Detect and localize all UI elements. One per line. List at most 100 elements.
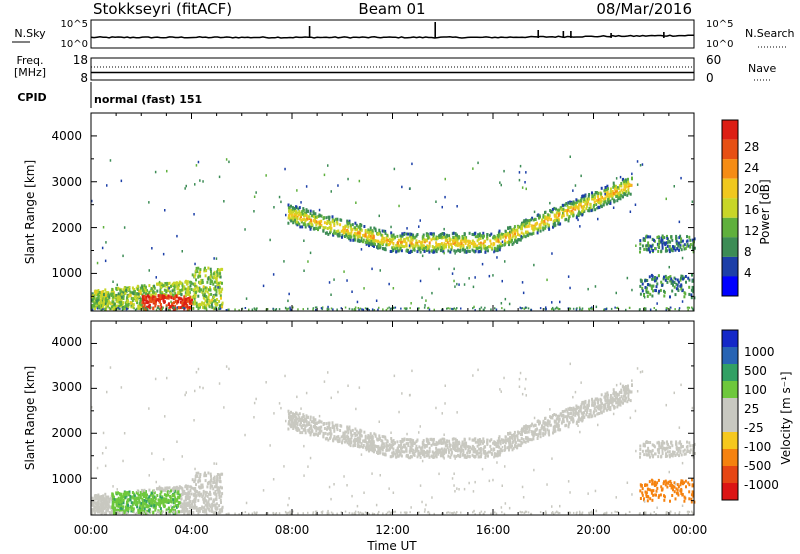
velocity-cell xyxy=(218,476,221,480)
velocity-cell xyxy=(189,485,192,489)
velocity-cell xyxy=(191,478,194,482)
power-cell xyxy=(96,299,98,303)
power-cell xyxy=(585,200,588,204)
power-cell xyxy=(629,192,632,196)
power-cell xyxy=(692,288,695,292)
power-cell xyxy=(449,238,452,242)
velocity-cell xyxy=(471,444,474,448)
power-cell xyxy=(476,239,479,243)
power-cell xyxy=(484,250,487,254)
power-cell xyxy=(108,306,110,309)
power-cell xyxy=(181,250,183,253)
power-cell xyxy=(212,272,215,276)
power-cell xyxy=(679,244,682,248)
power-cell xyxy=(556,219,559,223)
power-cell xyxy=(200,303,203,307)
velocity-cell xyxy=(566,410,569,414)
power-cell xyxy=(414,244,417,248)
power-cell xyxy=(318,223,321,227)
power-cell xyxy=(594,285,597,288)
velocity-cell xyxy=(299,423,302,427)
power-cell xyxy=(690,293,693,297)
power-cell xyxy=(101,292,103,296)
power-cell xyxy=(575,198,578,202)
power-cell xyxy=(408,244,411,247)
velocity-cell xyxy=(570,415,573,419)
velocity-cell xyxy=(609,394,612,397)
power-cell xyxy=(544,222,546,226)
power-cell xyxy=(493,246,496,250)
power-cell xyxy=(165,293,168,297)
velocity-cell xyxy=(360,434,363,438)
power-cell xyxy=(365,242,368,246)
power-cell xyxy=(509,230,511,234)
power-cell xyxy=(347,222,350,226)
power-cell xyxy=(405,241,408,245)
velocity-cell xyxy=(132,496,135,500)
power-cell xyxy=(152,289,155,293)
velocity-cell xyxy=(127,507,130,511)
power-cell xyxy=(662,277,665,281)
power-cell xyxy=(631,176,633,180)
power-cell xyxy=(499,242,502,246)
power-cell xyxy=(119,294,122,298)
power-cell xyxy=(297,207,300,211)
power-cell xyxy=(144,285,147,289)
power-cell xyxy=(384,247,387,251)
velocity-cell xyxy=(167,498,170,502)
velocity-cell xyxy=(360,442,363,446)
power-cell xyxy=(526,221,529,225)
velocity-cell xyxy=(120,505,123,509)
velocity-cell xyxy=(392,450,395,454)
power-cell xyxy=(585,204,588,208)
power-cell xyxy=(425,299,427,302)
power-cell xyxy=(676,283,679,287)
power-cell xyxy=(333,222,336,226)
power-cell xyxy=(451,307,453,310)
power-cell xyxy=(600,205,603,209)
power-cell xyxy=(202,180,204,183)
power-cell xyxy=(326,309,329,311)
power-cell xyxy=(142,298,144,302)
power-cell xyxy=(421,254,424,258)
power-cell xyxy=(534,218,537,221)
power-cell xyxy=(139,289,142,293)
velocity-cell xyxy=(205,499,208,503)
power-cell xyxy=(114,295,117,299)
power-cell xyxy=(553,308,555,311)
power-cell xyxy=(677,244,680,248)
power-cell xyxy=(560,208,563,212)
velocity-cell xyxy=(152,497,155,501)
power-cell xyxy=(472,285,475,289)
power-cell xyxy=(95,304,98,308)
power-cell xyxy=(207,296,210,299)
power-cell xyxy=(524,306,527,309)
power-cell xyxy=(435,243,438,247)
power-cell xyxy=(551,306,554,309)
power-cell xyxy=(689,238,692,242)
power-cell xyxy=(209,286,211,290)
power-cell xyxy=(176,234,178,238)
velocity-cell xyxy=(290,410,292,414)
power-cell xyxy=(308,215,311,219)
power-cell xyxy=(384,231,387,235)
power-cell xyxy=(443,246,446,250)
power-cell xyxy=(220,290,223,294)
velocity-cell xyxy=(443,450,446,454)
power-cell xyxy=(478,246,481,250)
velocity-cell xyxy=(175,504,178,507)
power-cell xyxy=(496,244,499,248)
power-cell xyxy=(647,235,649,239)
power-cell xyxy=(452,240,455,244)
power-cell xyxy=(332,308,334,311)
power-cell xyxy=(104,293,107,297)
power-cell xyxy=(556,216,559,220)
power-cell xyxy=(501,307,503,310)
power-cell xyxy=(363,225,366,228)
power-cell xyxy=(209,301,212,305)
power-cell xyxy=(204,289,207,293)
power-cell xyxy=(660,249,663,253)
velocity-cell xyxy=(305,420,308,424)
velocity-cell xyxy=(157,487,160,490)
power-cell xyxy=(658,289,661,293)
